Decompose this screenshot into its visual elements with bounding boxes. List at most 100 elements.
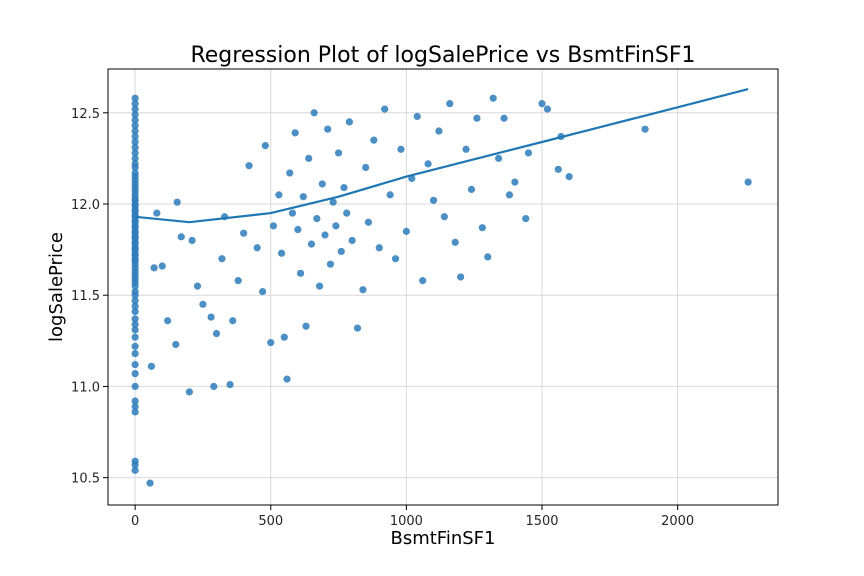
- data-point: [462, 145, 470, 153]
- data-point: [131, 397, 139, 405]
- data-point: [131, 382, 139, 391]
- data-point: [131, 94, 139, 102]
- regression-line: [134, 88, 749, 224]
- data-point: [310, 109, 318, 117]
- data-point: [253, 244, 261, 252]
- data-point: [177, 233, 185, 241]
- data-point: [353, 324, 362, 332]
- data-point: [153, 209, 161, 217]
- data-point: [375, 244, 383, 252]
- data-point: [478, 224, 486, 232]
- x-tick-label: 500: [258, 514, 283, 529]
- x-tick-label: 1000: [390, 514, 423, 529]
- data-point: [324, 125, 332, 133]
- data-point: [147, 362, 156, 370]
- data-point: [522, 214, 530, 223]
- data-point: [275, 191, 283, 199]
- data-point: [402, 227, 410, 235]
- data-point: [305, 154, 313, 162]
- data-point: [131, 308, 139, 316]
- data-point: [131, 408, 139, 416]
- data-point: [286, 169, 294, 177]
- data-point: [332, 222, 340, 230]
- data-point: [131, 132, 139, 141]
- data-point: [131, 326, 139, 334]
- data-point: [505, 191, 514, 199]
- data-point: [343, 209, 351, 217]
- data-point: [419, 277, 427, 285]
- data-point: [440, 213, 448, 221]
- data-point: [283, 375, 291, 383]
- data-point: [278, 249, 286, 257]
- data-point: [245, 162, 253, 170]
- data-point: [340, 183, 348, 192]
- data-point: [131, 105, 139, 113]
- data-point: [131, 143, 139, 152]
- data-point: [131, 360, 139, 369]
- data-point: [173, 198, 181, 206]
- data-point: [261, 142, 269, 150]
- data-point: [131, 466, 139, 474]
- data-point: [429, 196, 438, 204]
- data-point: [131, 160, 139, 168]
- data-point: [288, 209, 297, 217]
- data-point: [511, 178, 519, 186]
- data-point: [370, 136, 378, 144]
- data-point: [543, 105, 552, 113]
- data-point: [424, 160, 432, 168]
- data-point: [131, 297, 139, 305]
- data-point: [131, 169, 139, 177]
- data-point: [457, 273, 465, 281]
- data-point: [207, 313, 215, 321]
- plot-frame: [107, 68, 779, 506]
- grid-layer: [108, 69, 778, 505]
- x-tick-label: 0: [131, 514, 139, 529]
- data-point: [489, 94, 497, 102]
- data-point: [381, 105, 389, 113]
- data-point: [524, 149, 533, 157]
- data-point: [348, 236, 356, 245]
- data-point: [364, 218, 373, 226]
- data-point: [150, 264, 158, 272]
- data-point: [218, 255, 226, 263]
- data-point: [299, 193, 307, 201]
- data-point: [259, 287, 267, 296]
- data-point: [467, 185, 476, 194]
- data-point: [554, 165, 562, 173]
- data-point: [397, 145, 405, 153]
- data-point: [212, 329, 221, 338]
- x-axis-label: BsmtFinSF1: [390, 528, 495, 549]
- data-point: [131, 320, 139, 328]
- y-tick-label: 11.0: [71, 380, 100, 395]
- data-point: [131, 302, 139, 310]
- data-point: [296, 269, 305, 277]
- axis-ticks: 0 500 1000 1500 2000 10.5 11.0 11.5 12.0 12.5: [71, 107, 694, 529]
- data-point: [744, 178, 752, 186]
- data-point: [294, 225, 302, 234]
- data-point: [386, 191, 394, 199]
- data-point: [267, 339, 275, 347]
- data-point: [337, 247, 345, 256]
- data-point: [199, 300, 207, 308]
- data-point: [146, 479, 154, 487]
- data-point: [131, 457, 139, 465]
- data-point: [131, 116, 139, 124]
- data-point: [538, 100, 546, 108]
- data-point: [131, 370, 139, 378]
- data-point: [345, 118, 354, 126]
- data-point: [500, 114, 508, 122]
- scatter-points: [131, 94, 752, 487]
- data-point: [321, 231, 329, 239]
- data-point: [565, 173, 573, 181]
- data-point: [164, 317, 172, 325]
- data-point: [307, 240, 316, 248]
- data-point: [131, 154, 139, 162]
- y-tick-label: 11.5: [71, 289, 100, 304]
- data-point: [413, 112, 421, 121]
- data-point: [435, 127, 443, 135]
- data-point: [302, 322, 310, 330]
- data-point: [131, 315, 139, 323]
- data-point: [131, 287, 139, 296]
